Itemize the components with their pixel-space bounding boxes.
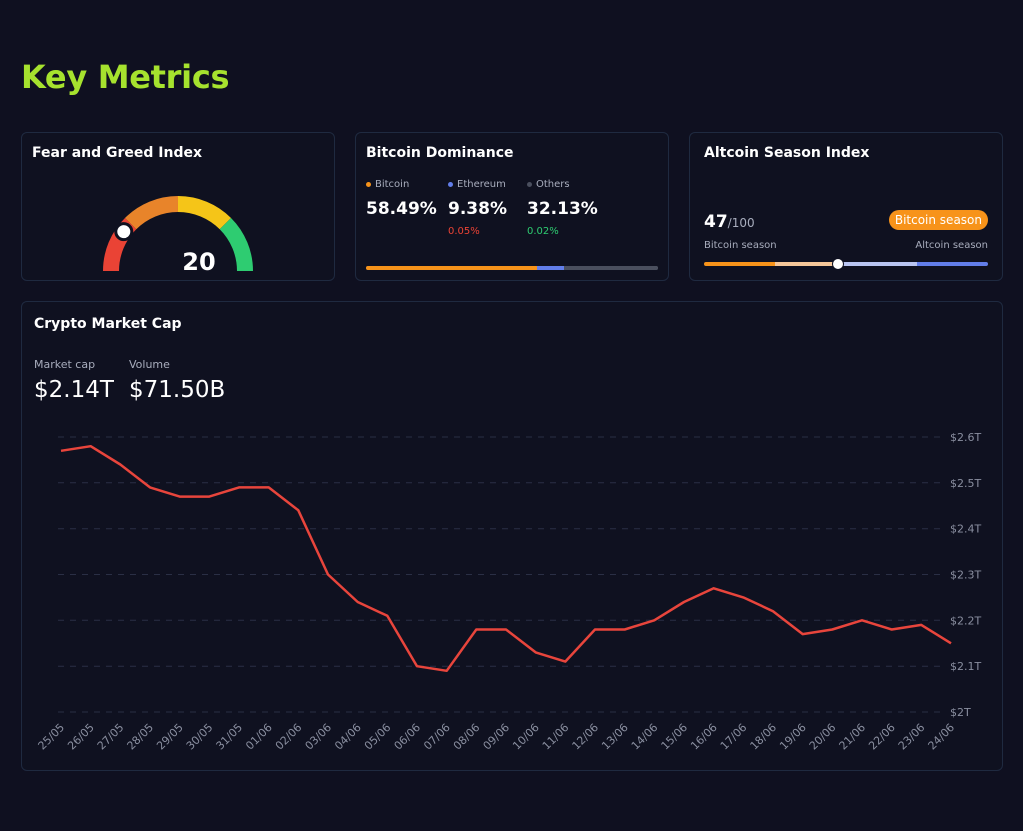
- altcoin-value-max: /100: [727, 216, 755, 230]
- altcoin-season-card: Altcoin Season Index 47/100 Bitcoin seas…: [689, 132, 1003, 281]
- fear-greed-value: 20: [182, 248, 215, 276]
- x-tick-label: 14/06: [629, 721, 661, 753]
- y-tick-label: $2.4T: [950, 523, 981, 536]
- x-tick-label: 07/06: [421, 721, 453, 753]
- x-tick-label: 24/06: [926, 721, 958, 753]
- y-tick-label: $2.6T: [950, 431, 981, 444]
- fear-greed-gauge: 20: [103, 196, 253, 276]
- altcoin-season-value: 47/100: [704, 212, 755, 232]
- dominance-bar-others: [564, 266, 658, 270]
- market-cap-stat: Market cap $2.14T: [34, 358, 114, 403]
- x-tick-label: 31/05: [214, 721, 246, 753]
- series-line: [60, 444, 952, 673]
- dominance-change: 0.02%: [527, 226, 559, 237]
- x-tick-label: 12/06: [570, 721, 602, 753]
- gauge-indicator: [114, 222, 134, 242]
- dominance-name: Others: [536, 179, 570, 190]
- y-tick-label: $2.3T: [950, 569, 981, 582]
- y-tick-label: $2.5T: [950, 477, 981, 490]
- x-tick-label: 21/06: [837, 721, 869, 753]
- dominance-bar: [366, 266, 658, 270]
- dominance-value: 58.49%: [366, 199, 437, 219]
- x-tick-label: 03/06: [303, 721, 335, 753]
- x-tick-label: 10/06: [510, 721, 542, 753]
- x-tick-label: 13/06: [599, 721, 631, 753]
- dominance-bar-bitcoin: [366, 266, 537, 270]
- fear-greed-card: Fear and Greed Index 20: [21, 132, 335, 281]
- y-tick-label: $2T: [950, 706, 971, 719]
- x-tick-label: 18/06: [748, 721, 780, 753]
- slider-knob: [832, 258, 845, 270]
- gauge-segment-3: [177, 196, 232, 230]
- altcoin-season-title: Altcoin Season Index: [704, 145, 870, 161]
- dominance-bar-ethereum: [536, 266, 565, 270]
- dominance-name: Ethereum: [457, 179, 506, 190]
- bitcoin-dot-icon: [366, 182, 371, 187]
- y-tick-label: $2.2T: [950, 614, 981, 627]
- volume-label: Volume: [129, 358, 170, 371]
- dominance-item-others: Others 32.13% 0.02%: [527, 179, 598, 237]
- ethereum-dot-icon: [448, 182, 453, 187]
- market-cap-label: Market cap: [34, 358, 96, 371]
- x-tick-label: 17/06: [718, 721, 750, 753]
- x-tick-label: 28/05: [125, 721, 157, 753]
- others-dot-icon: [527, 182, 532, 187]
- x-tick-label: 30/05: [184, 721, 216, 753]
- x-tick-label: 09/06: [481, 721, 513, 753]
- market-cap-card: Crypto Market Cap Market cap $2.14T Volu…: [21, 301, 1003, 771]
- x-tick-label: 20/06: [807, 721, 839, 753]
- market-cap-title: Crypto Market Cap: [34, 316, 182, 332]
- volume-value: $71.50B: [129, 377, 226, 403]
- x-tick-label: 29/05: [154, 721, 186, 753]
- dominance-value: 32.13%: [527, 199, 598, 219]
- x-tick-label: 19/06: [777, 721, 809, 753]
- x-tick-label: 02/06: [273, 721, 305, 753]
- page-title: Key Metrics: [21, 58, 230, 96]
- market-cap-chart: $2T $2.1T $2.2T $2.3T $2.4T $2.5T $2.6T 25/0526…: [36, 431, 982, 753]
- x-tick-label: 11/06: [540, 721, 572, 753]
- gauge-segment-2: [124, 196, 179, 230]
- altcoin-value-number: 47: [704, 212, 728, 232]
- bitcoin-dominance-title: Bitcoin Dominance: [366, 145, 514, 161]
- altcoin-season-slider: [704, 258, 988, 270]
- dominance-name: Bitcoin: [375, 179, 410, 190]
- x-tick-label: 06/06: [392, 721, 424, 753]
- x-tick-label: 05/06: [362, 721, 394, 753]
- x-tick-label: 16/06: [688, 721, 720, 753]
- altcoin-season-label: Altcoin season: [915, 240, 988, 251]
- dominance-item-ethereum: Ethereum 9.38% 0.05%: [448, 179, 507, 237]
- volume-stat: Volume $71.50B: [129, 358, 225, 403]
- x-tick-label: 08/06: [451, 721, 483, 753]
- x-tick-label: 22/06: [866, 721, 898, 753]
- fear-greed-title: Fear and Greed Index: [32, 145, 203, 161]
- x-tick-label: 25/05: [36, 721, 68, 753]
- season-badge: Bitcoin season: [888, 210, 988, 230]
- dominance-change: 0.05%: [448, 226, 480, 237]
- x-tick-label: 27/05: [95, 721, 127, 753]
- bitcoin-season-label: Bitcoin season: [704, 240, 777, 251]
- dominance-item-bitcoin: Bitcoin 58.49%: [366, 179, 437, 226]
- market-cap-value: $2.14T: [34, 377, 114, 403]
- y-tick-label: $2.1T: [950, 660, 981, 673]
- x-tick-label: 15/06: [659, 721, 691, 753]
- gauge-segment-4: [219, 217, 253, 272]
- x-tick-label: 26/05: [65, 721, 97, 753]
- x-tick-label: 23/06: [896, 721, 928, 753]
- x-tick-label: 01/06: [243, 721, 275, 753]
- dominance-value: 9.38%: [448, 199, 507, 219]
- bitcoin-dominance-card: Bitcoin Dominance Bitcoin 58.49% Ethereu…: [355, 132, 669, 281]
- x-tick-label: 04/06: [332, 721, 364, 753]
